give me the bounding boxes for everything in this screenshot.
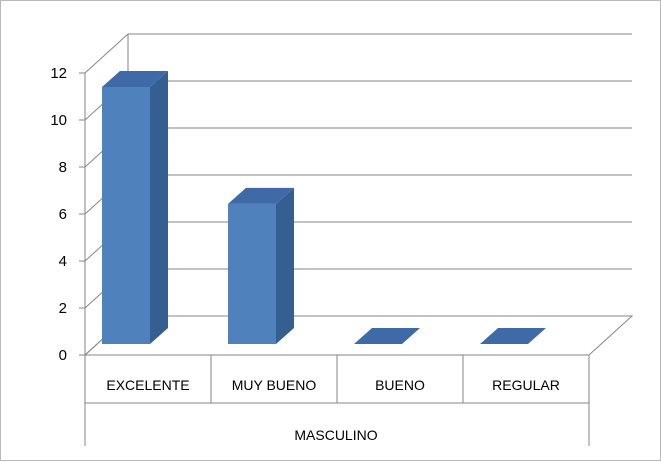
y-tick-label: 8: [59, 159, 67, 176]
bar-top: [102, 71, 168, 87]
bar-top: [354, 328, 420, 344]
category-labels: EXCELENTE MUY BUENO BUENO REGULAR: [106, 377, 559, 393]
y-tick-label: 10: [50, 112, 67, 129]
bar-top: [228, 187, 294, 204]
y-tick-label: 12: [50, 65, 67, 82]
y-tick-label: 4: [59, 253, 67, 270]
y-tick-label: 2: [59, 300, 67, 317]
group-label: MASCULINO: [294, 427, 377, 443]
category-label: MUY BUENO: [232, 377, 317, 393]
y-tick-label: 6: [59, 206, 67, 223]
bar-top: [480, 328, 546, 344]
bar-side: [276, 187, 294, 344]
y-tick-label: 0: [59, 347, 67, 364]
bar: [228, 203, 276, 344]
category-label: REGULAR: [492, 377, 560, 393]
gridline-side: [84, 33, 129, 74]
gridlines: [84, 33, 632, 356]
category-label: EXCELENTE: [106, 377, 189, 393]
bar: [102, 87, 150, 344]
category-label: BUENO: [375, 377, 425, 393]
y-tick-labels: 0 2 4 6 8 10 12: [50, 65, 67, 364]
bars: [102, 71, 546, 344]
bar-side: [150, 71, 168, 344]
